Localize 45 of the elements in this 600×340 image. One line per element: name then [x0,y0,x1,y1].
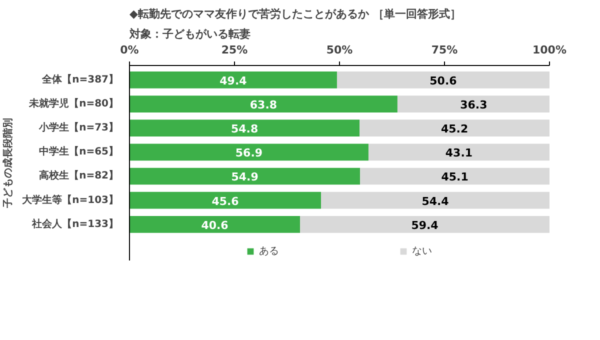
data-label: 54.4 [422,194,450,208]
bar [368,144,550,161]
data-label: 63.8 [250,98,278,112]
bar [360,120,550,137]
chart-subtitle: 対象：子どもがいる転妻 [128,28,250,40]
y-axis-title: 子どもの成長段階別 [2,118,14,209]
x-tick-label: 50% [326,44,353,56]
bar [130,216,300,233]
legend-label: ある [259,245,279,258]
y-tick-label: 中学生【n=65】 [39,146,119,158]
x-tick-label: 75% [431,44,458,56]
y-tick-label: 高校生【n=82】 [39,170,119,182]
data-label: 49.4 [220,74,248,88]
bar [130,96,398,112]
bar [360,168,550,185]
bar [130,168,360,185]
y-tick-label: 全体【n=387】 [41,73,119,86]
bar [130,120,360,137]
y-tick-label: 未就学児【n=80】 [28,98,119,110]
data-label: 56.9 [235,146,263,160]
chart-title: ◆転勤先でのママ友作りで苦労したことがあるか ［単一回答形式］ [130,8,461,20]
bar [130,144,368,161]
data-label: 40.6 [201,218,229,232]
data-label: 43.1 [445,146,473,160]
x-tick-label: 100% [532,44,566,56]
y-tick-label: 小学生【n=73】 [38,122,119,134]
x-tick-label: 0% [120,44,139,56]
data-label: 54.9 [231,170,258,184]
data-label: 54.8 [231,122,258,136]
x-tick-label: 25% [221,44,248,56]
data-label: 45.2 [441,122,468,136]
bar [130,192,322,209]
data-label: 45.6 [212,194,240,208]
bar [321,192,550,209]
data-label: 59.4 [411,218,439,232]
data-label: 50.6 [430,74,458,88]
y-tick-label: 社会人【n=133】 [31,218,119,230]
bar [336,72,550,88]
data-label: 36.3 [460,98,488,112]
legend-label: ない [412,245,432,258]
bar [300,216,550,233]
bar [130,72,337,88]
y-tick-label: 大学生等【n=103】 [21,194,119,206]
data-label: 45.1 [441,170,468,184]
bar [397,96,550,112]
